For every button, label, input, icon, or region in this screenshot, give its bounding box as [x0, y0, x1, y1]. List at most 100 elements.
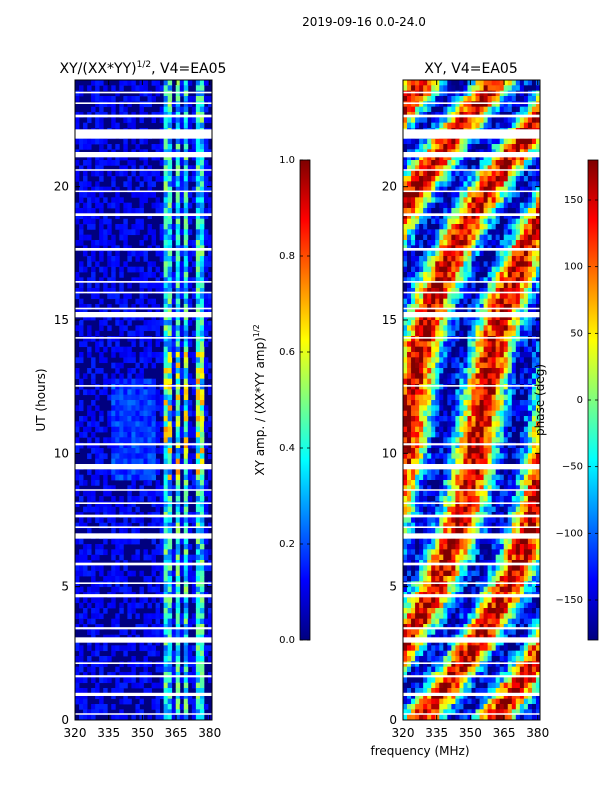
amplitude-cell	[167, 106, 173, 113]
phase-cell	[527, 373, 533, 380]
phase-cell	[479, 138, 484, 145]
phase-cell	[451, 314, 456, 321]
amplitude-cell	[95, 597, 100, 604]
phase-cell	[535, 336, 540, 342]
amplitude-cell	[79, 688, 84, 694]
phase-cell	[531, 432, 537, 438]
amplitude-cell	[79, 496, 84, 502]
phase-cell	[459, 384, 464, 390]
amplitude-cell	[203, 421, 209, 428]
phase-cell	[507, 202, 513, 209]
phase-cell	[411, 240, 416, 246]
phase-cell	[467, 272, 472, 278]
amplitude-cell	[139, 624, 144, 630]
phase-cell	[491, 192, 497, 198]
amplitude-cell	[131, 496, 136, 502]
amplitude-cell	[167, 629, 173, 636]
phase-cell	[507, 117, 513, 124]
amplitude-cell	[91, 240, 96, 246]
amplitude-cell	[111, 704, 116, 710]
amplitude-cell	[99, 80, 104, 86]
phase-cell	[403, 80, 408, 86]
amplitude-cell	[179, 597, 185, 604]
amplitude-xtick-label: 365	[165, 726, 188, 740]
amplitude-cell	[155, 144, 161, 150]
amplitude-cell	[75, 176, 80, 182]
phase-cell	[427, 405, 432, 412]
amplitude-cell	[103, 522, 108, 529]
phase-cell	[435, 224, 440, 230]
phase-cell	[523, 400, 529, 406]
amplitude-cell	[99, 117, 104, 124]
amplitude-cell	[199, 586, 205, 593]
phase-cell	[463, 138, 468, 145]
amplitude-cell	[99, 661, 104, 668]
phase-cell	[455, 410, 460, 417]
phase-cell	[511, 117, 517, 124]
phase-cell	[439, 277, 444, 284]
amplitude-cell	[171, 709, 177, 716]
amplitude-cell	[87, 197, 92, 204]
phase-cell	[495, 256, 501, 262]
phase-cell	[499, 400, 505, 406]
amplitude-cell	[147, 341, 152, 348]
phase-cell	[495, 325, 501, 332]
phase-cell	[479, 160, 484, 166]
phase-cell	[407, 277, 412, 284]
phase-cell	[415, 106, 420, 113]
amplitude-cell	[207, 202, 212, 209]
phase-cell	[519, 154, 525, 161]
phase-cell	[487, 298, 493, 305]
amplitude-cell	[79, 666, 84, 673]
phase-cell	[471, 138, 476, 145]
phase-cell	[471, 357, 476, 364]
amplitude-cell	[127, 677, 132, 684]
phase-cell	[483, 218, 489, 225]
phase-cell	[407, 224, 412, 230]
amplitude-cell	[159, 421, 165, 428]
amplitude-cell	[191, 714, 197, 720]
phase-cell	[499, 170, 505, 177]
amplitude-cell	[143, 160, 148, 166]
phase-cell	[407, 389, 412, 396]
amplitude-cell	[195, 682, 201, 689]
amplitude-cell	[75, 293, 80, 300]
phase-cell	[447, 101, 452, 108]
amplitude-cell	[103, 197, 108, 204]
phase-cell	[427, 122, 432, 129]
amplitude-cell	[195, 224, 201, 230]
amplitude-cell	[195, 368, 201, 374]
amplitude-cell	[83, 389, 88, 396]
phase-cell	[531, 368, 537, 374]
amplitude-cell	[139, 341, 144, 348]
phase-cell	[511, 421, 517, 428]
phase-cell	[431, 421, 436, 428]
phase-cell	[431, 336, 436, 342]
phase-cell	[515, 373, 521, 380]
phase-cell	[459, 336, 464, 342]
amplitude-cell	[151, 181, 156, 188]
amplitude-cell	[119, 506, 124, 513]
phase-cell	[459, 106, 464, 113]
amplitude-cell	[139, 522, 144, 529]
phase-cell	[451, 288, 456, 294]
phase-cell	[407, 421, 412, 428]
amplitude-cell	[159, 138, 165, 145]
phase-cell	[487, 101, 493, 108]
amplitude-cell	[207, 256, 212, 262]
phase-cell	[479, 192, 484, 198]
phase-cell	[419, 389, 424, 396]
phase-cell	[419, 181, 424, 188]
phase-cell	[491, 250, 497, 257]
amplitude-cell	[187, 618, 193, 625]
phase-cell	[511, 144, 517, 150]
amplitude-cell	[83, 160, 88, 166]
amplitude-cell	[187, 410, 193, 417]
phase-cell	[491, 202, 497, 209]
amplitude-cell	[99, 186, 104, 193]
phase-cell	[459, 240, 464, 246]
phase-cell	[475, 448, 480, 454]
phase-cell	[515, 394, 521, 401]
phase-cell	[435, 96, 440, 102]
amplitude-cell	[103, 656, 108, 662]
